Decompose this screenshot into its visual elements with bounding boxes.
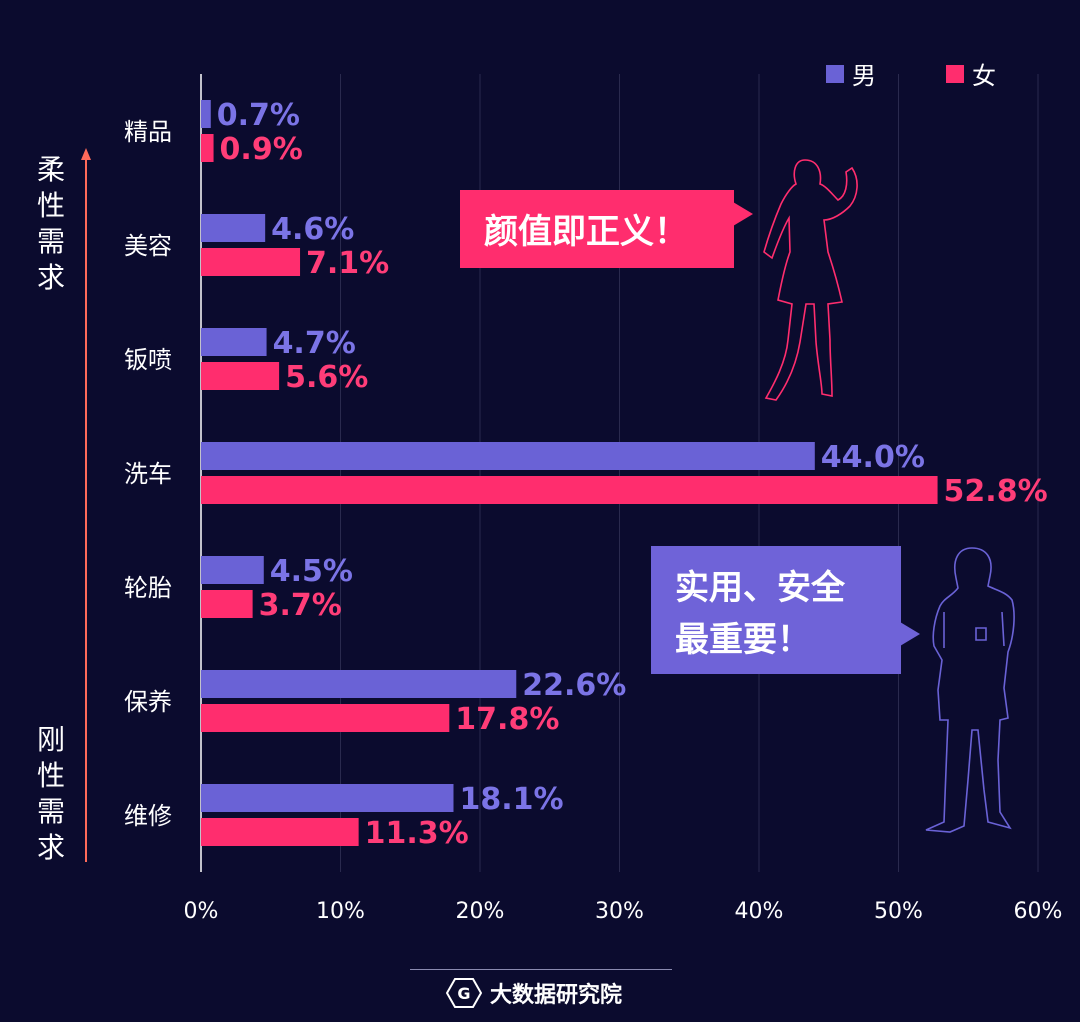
bars: 0.7%0.9% 4.6%7.1% 4.7%5.6% 44.0% 52.8% 4.5%3.…: [201, 98, 1048, 851]
data-label-male: 44.0%: [821, 440, 925, 475]
bar-female: [201, 476, 938, 504]
callout-male: 实用、安全最重要！: [651, 546, 901, 674]
footer-divider: [410, 969, 672, 970]
data-label-male: 22.6%: [522, 668, 626, 703]
data-label-female: 3.7%: [259, 588, 342, 623]
data-label-male: 4.7%: [273, 326, 356, 361]
x-tick-label: 50%: [874, 899, 923, 924]
bar-male: [201, 100, 211, 128]
footer: G 大数据研究院: [446, 977, 622, 1009]
data-label-female: 0.9%: [220, 132, 303, 167]
brand-logo-text: G: [457, 984, 470, 1003]
bar-female: [201, 818, 359, 846]
callout-male-pointer: [900, 622, 920, 646]
category-label: 保养: [124, 688, 172, 716]
data-label-male: 4.5%: [270, 554, 353, 589]
x-tick-labels: 0% 10% 20% 30% 40% 50% 60%: [184, 899, 1063, 924]
bar-female: [201, 704, 450, 732]
data-label-female: 7.1%: [306, 246, 389, 281]
bar-male: [201, 670, 517, 698]
side-axis-arrow-head: [81, 148, 91, 160]
data-label-female: 11.3%: [365, 816, 469, 851]
bar-female: [201, 362, 280, 390]
data-label-female: 17.8%: [455, 702, 559, 737]
x-tick-label: 60%: [1014, 899, 1063, 924]
bar-male: [201, 328, 267, 356]
callout-female-pointer: [733, 202, 753, 226]
x-tick-label: 10%: [316, 899, 365, 924]
x-tick-label: 0%: [184, 899, 219, 924]
data-label-male: 18.1%: [459, 782, 563, 817]
category-label: 美容: [124, 232, 172, 260]
bar-male: [201, 442, 815, 470]
data-label-female: 5.6%: [285, 360, 368, 395]
side-label-rigid-demand: 刚性需求: [36, 723, 65, 864]
x-tick-label: 30%: [595, 899, 644, 924]
female-silhouette: [763, 159, 858, 401]
data-label-male: 4.6%: [271, 212, 354, 247]
category-label: 洗车: [124, 460, 172, 488]
category-label: 维修: [124, 802, 172, 830]
x-tick-label: 20%: [456, 899, 505, 924]
legend-swatch-male: [826, 64, 844, 83]
side-label-soft-demand: 柔性需求: [36, 153, 65, 294]
data-label-female: 52.8%: [944, 474, 1048, 509]
legend-swatch-female: [946, 64, 964, 83]
category-label: 轮胎: [124, 574, 172, 602]
legend-label-male: 男: [852, 62, 876, 90]
x-tick-label: 40%: [735, 899, 784, 924]
bar-male: [201, 784, 454, 812]
bar-female: [201, 248, 301, 276]
bar-male: [201, 556, 264, 584]
category-label: 精品: [124, 118, 172, 146]
legend-label-female: 女: [972, 62, 996, 90]
bar-male: [201, 214, 266, 242]
legend-item-male: 男: [826, 56, 876, 91]
footer-brand: 大数据研究院: [490, 983, 623, 1008]
legend: 男 女: [826, 56, 996, 91]
data-label-male: 0.7%: [217, 98, 300, 133]
legend-item-female: 女: [946, 56, 996, 91]
male-silhouette: [925, 547, 1015, 833]
callout-female: 颜值即正义！: [460, 190, 734, 268]
category-label: 钣喷: [124, 346, 172, 374]
bar-female: [201, 134, 214, 162]
bar-female: [201, 590, 253, 618]
brand-logo-icon: G: [446, 978, 482, 1008]
